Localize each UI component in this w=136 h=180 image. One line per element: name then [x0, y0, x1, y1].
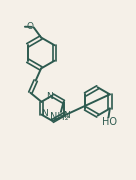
Text: NH₂: NH₂ [50, 112, 69, 122]
Text: N: N [63, 111, 70, 120]
Text: N: N [46, 92, 53, 101]
Text: O: O [26, 22, 33, 31]
Text: N: N [41, 109, 48, 118]
Text: HO: HO [102, 117, 117, 127]
